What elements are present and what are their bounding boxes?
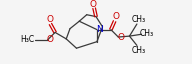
Text: O: O (90, 0, 97, 9)
Text: CH₃: CH₃ (132, 15, 146, 24)
Text: N: N (96, 25, 103, 34)
Text: H₃C: H₃C (20, 35, 34, 44)
Text: CH₃: CH₃ (132, 46, 146, 55)
Text: O: O (46, 15, 53, 24)
Text: O: O (118, 33, 125, 42)
Text: CH₃: CH₃ (140, 29, 154, 38)
Text: O: O (46, 35, 53, 44)
Text: O: O (112, 12, 119, 21)
